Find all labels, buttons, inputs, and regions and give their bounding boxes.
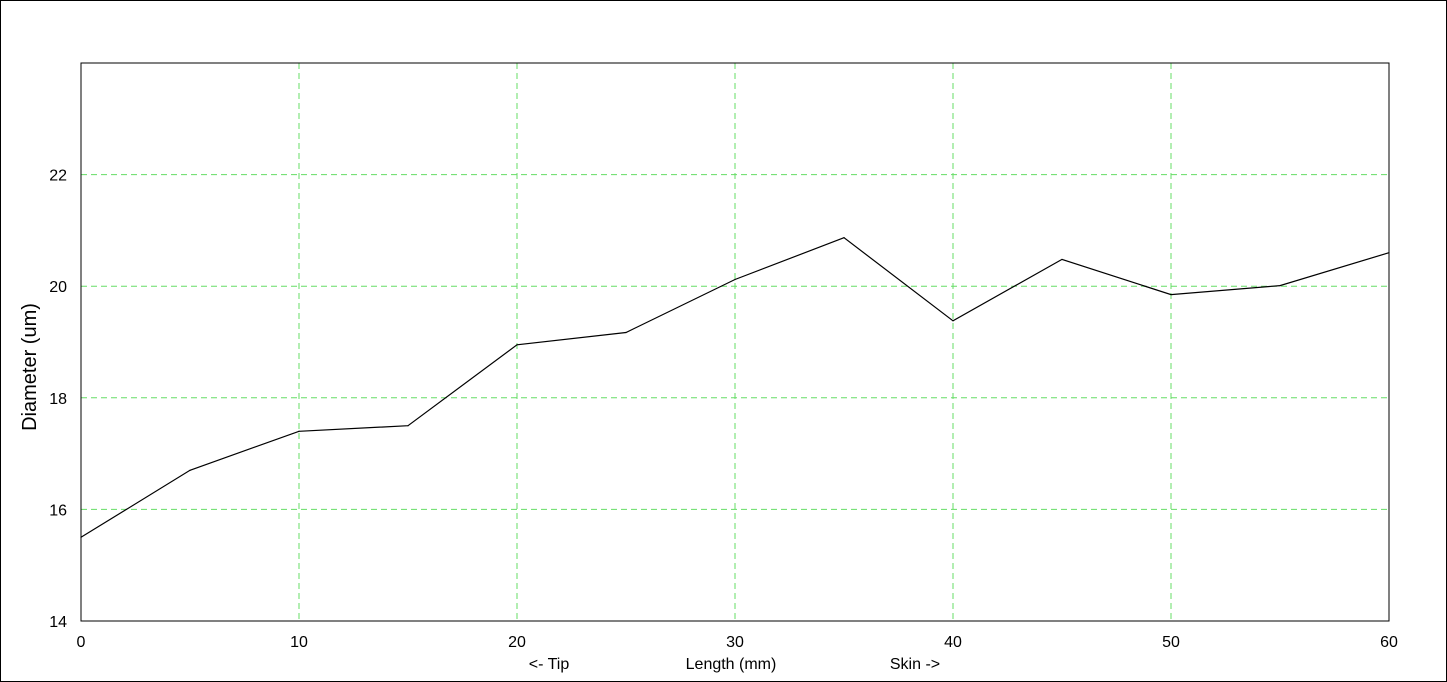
data-point: [516, 344, 518, 346]
y-tick-label: 14: [49, 614, 67, 631]
y-tick-label: 18: [49, 391, 67, 408]
y-tick-labels: 14 16 18 20 22: [49, 168, 67, 631]
data-point: [298, 430, 300, 432]
data-point: [952, 320, 954, 322]
x-axis-label-left: <- Tip: [529, 656, 570, 673]
x-axis-label-right: Skin ->: [890, 656, 940, 673]
data-point: [843, 237, 845, 239]
y-tick-label: 20: [49, 279, 67, 296]
grid-lines: [81, 63, 1389, 621]
x-tick-label: 60: [1380, 634, 1398, 651]
x-axis-label: Length (mm): [686, 656, 777, 673]
data-point: [734, 278, 736, 281]
series-layer: [80, 237, 1390, 538]
x-tick-label: 10: [290, 634, 308, 651]
x-tick-label: 30: [726, 634, 744, 651]
y-tick-label: 22: [49, 168, 67, 185]
x-tick-label: 0: [77, 634, 86, 651]
y-tick-label: 16: [49, 502, 67, 519]
data-point: [407, 425, 409, 427]
y-axis-label: Diameter (um): [19, 303, 41, 431]
x-tick-label: 20: [508, 634, 526, 651]
x-tick-label: 40: [944, 634, 962, 651]
data-point: [1388, 252, 1390, 254]
data-point: [1061, 258, 1063, 261]
plot-area: [80, 62, 1390, 622]
data-point: [80, 536, 82, 538]
x-tick-labels: 0 10 20 30 40 50 60: [77, 634, 1398, 651]
data-point: [1170, 293, 1172, 296]
x-tick-label: 50: [1162, 634, 1180, 651]
data-point: [1279, 285, 1281, 287]
data-point: [625, 331, 627, 334]
data-point: [189, 469, 191, 471]
